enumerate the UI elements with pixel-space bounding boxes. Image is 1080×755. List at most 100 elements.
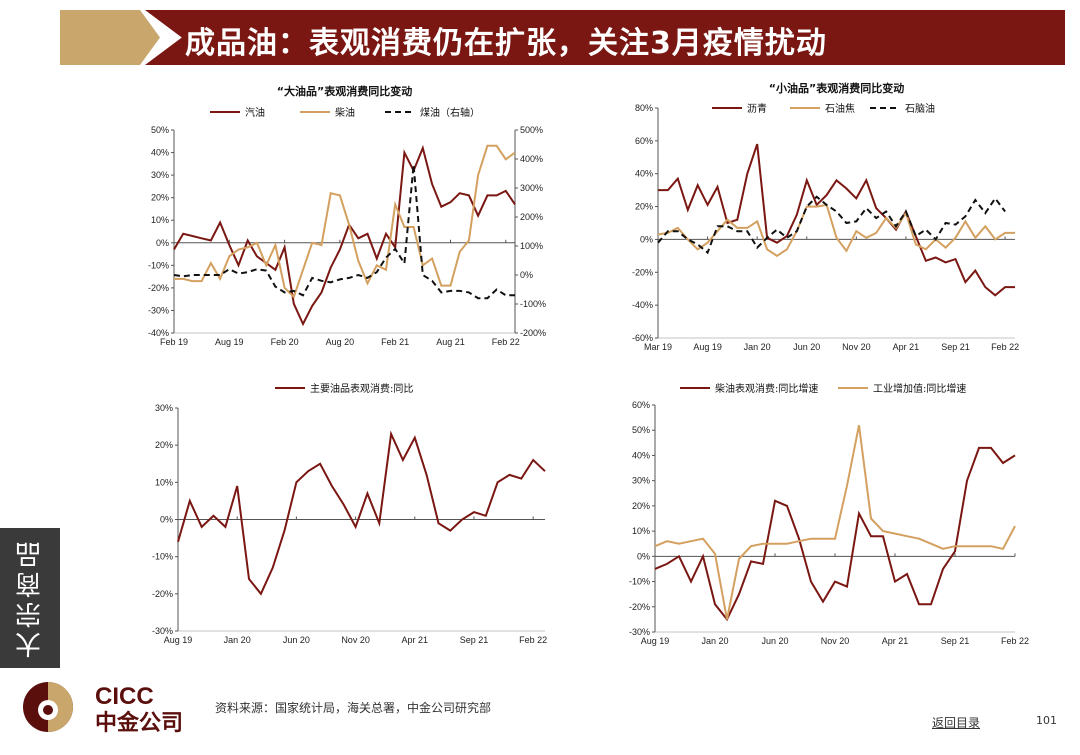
x-tick-label: Feb 22 (1001, 636, 1029, 646)
x-tick-label: Feb 21 (381, 337, 409, 347)
y2-tick-label: -100% (520, 299, 546, 309)
x-tick-label: Sep 21 (460, 635, 489, 645)
x-tick-label: Jun 20 (793, 342, 820, 352)
y2-tick-label: 500% (520, 125, 543, 135)
y-tick-label: -30% (152, 626, 173, 636)
y-tick-label: -40% (148, 328, 169, 338)
y-tick-label: -20% (632, 267, 653, 277)
y-tick-label: -20% (152, 589, 173, 599)
series-line-0 (654, 446, 1016, 622)
y-tick-label: -20% (148, 283, 169, 293)
y-tick-label: 50% (632, 425, 650, 435)
x-tick-label: Apr 21 (402, 635, 429, 645)
y2-tick-label: 200% (520, 212, 543, 222)
x-tick-label: Aug 19 (164, 635, 193, 645)
y-tick-label: -20% (629, 602, 650, 612)
chart-title: “大油品”表观消费同比变动 (277, 84, 412, 98)
legend-label: 煤油（右轴） (420, 106, 480, 119)
back-to-contents-link[interactable]: 返回目录 (932, 716, 981, 730)
x-tick-label: Jun 20 (761, 636, 788, 646)
x-tick-label: Nov 20 (821, 636, 850, 646)
x-tick-label: Sep 21 (941, 636, 970, 646)
y-tick-label: 50% (151, 125, 169, 135)
source-note: 资料来源：国家统计局，海关总署，中金公司研究部 (215, 701, 492, 715)
title-banner (145, 10, 1065, 65)
x-tick-label: Feb 22 (991, 342, 1019, 352)
legend-label: 柴油 (335, 106, 355, 119)
y2-tick-label: 300% (520, 183, 543, 193)
cicc-logo: CICC 中金公司 (20, 680, 200, 739)
y-tick-label: 0% (160, 515, 173, 525)
y-tick-label: 60% (632, 400, 650, 410)
y2-tick-label: 100% (520, 241, 543, 251)
y-tick-label: 30% (632, 476, 650, 486)
legend-label: 沥青 (747, 102, 767, 115)
x-tick-label: Feb 22 (519, 635, 547, 645)
series-line-1 (657, 203, 1015, 258)
x-tick-label: Mar 19 (644, 342, 672, 352)
y-tick-label: 40% (151, 148, 169, 158)
y-tick-label: 10% (151, 215, 169, 225)
y-tick-label: -10% (148, 260, 169, 270)
x-tick-label: Aug 19 (693, 342, 722, 352)
y-tick-label: 80% (635, 103, 653, 113)
x-tick-label: Nov 20 (341, 635, 370, 645)
chart-title: “小油品”表观消费同比变动 (769, 81, 904, 95)
legend-label: 汽油 (245, 106, 265, 119)
x-tick-label: Apr 21 (882, 636, 909, 646)
series-line-1 (174, 144, 516, 299)
x-tick-label: Jan 20 (224, 635, 251, 645)
y-tick-label: 10% (155, 477, 173, 487)
y-tick-label: 20% (632, 501, 650, 511)
legend-label: 石油焦 (825, 102, 855, 115)
x-tick-label: Feb 22 (492, 337, 520, 347)
x-tick-label: Feb 20 (271, 337, 299, 347)
x-tick-label: Feb 19 (160, 337, 188, 347)
series-line-1 (654, 425, 1016, 620)
y-tick-label: 40% (632, 450, 650, 460)
y-tick-label: 10% (632, 526, 650, 536)
legend-label: 石脑油 (905, 102, 935, 115)
x-tick-label: Nov 20 (842, 342, 871, 352)
page-title: 成品油：表观消费仍在扩张，关注3月疫情扰动 (185, 26, 827, 61)
y-tick-label: 0% (637, 551, 650, 561)
x-tick-label: Jan 20 (701, 636, 728, 646)
x-tick-label: Aug 21 (436, 337, 465, 347)
y2-tick-label: 400% (520, 154, 543, 164)
series-line-0 (173, 144, 516, 327)
x-tick-label: Jan 20 (744, 342, 771, 352)
y-tick-label: 0% (640, 234, 653, 244)
y-tick-label: 30% (155, 403, 173, 413)
logo-cn: 中金公司 (95, 710, 183, 735)
y-tick-label: 20% (635, 202, 653, 212)
y-tick-label: 60% (635, 136, 653, 146)
series-line-0 (658, 143, 1015, 297)
x-tick-label: Jun 20 (283, 635, 310, 645)
legend-label: 工业增加值:同比增速 (873, 382, 966, 395)
y-tick-label: 40% (635, 169, 653, 179)
y-tick-label: -40% (632, 300, 653, 310)
series-line-2 (657, 195, 1006, 255)
y-tick-label: 30% (151, 170, 169, 180)
x-tick-label: Aug 19 (215, 337, 244, 347)
y-tick-label: -10% (152, 552, 173, 562)
y-tick-label: -60% (632, 333, 653, 343)
y2-tick-label: 0% (520, 270, 533, 280)
series-line-2 (173, 164, 515, 300)
y-tick-label: -30% (629, 627, 650, 637)
series-line-0 (177, 430, 546, 596)
y-tick-label: -10% (629, 577, 650, 587)
legend-label: 主要油品表观消费:同比 (310, 382, 413, 395)
x-tick-label: Aug 19 (641, 636, 670, 646)
y2-tick-label: -200% (520, 328, 546, 338)
y-tick-label: -30% (148, 305, 169, 315)
logo-en: CICC (95, 683, 154, 710)
x-tick-label: Aug 20 (326, 337, 355, 347)
legend-label: 柴油表观消费:同比增速 (715, 382, 818, 395)
y-tick-label: 20% (155, 440, 173, 450)
x-tick-label: Apr 21 (893, 342, 920, 352)
y-tick-label: 20% (151, 193, 169, 203)
y-tick-label: 0% (156, 238, 169, 248)
x-tick-label: Sep 21 (941, 342, 970, 352)
